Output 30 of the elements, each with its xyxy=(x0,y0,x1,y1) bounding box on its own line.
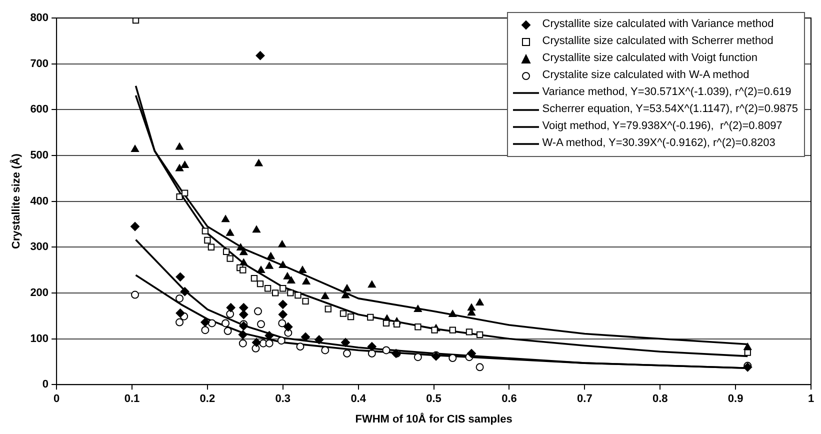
x-tick-label: 0.9 xyxy=(728,393,744,406)
x-tick-label: 0 xyxy=(53,393,60,406)
legend-label: Scherrer equation, Y=53.54X^(1.1147), r^(2)=0.9875 xyxy=(542,102,798,117)
legend-label: Crystalite size calculated with W-A method xyxy=(542,68,750,83)
y-tick-label: 700 xyxy=(30,58,49,70)
y-tick-label: 600 xyxy=(30,104,49,116)
y-tick-label: 500 xyxy=(30,150,49,162)
y-tick-label: 300 xyxy=(30,241,49,254)
legend-label: Crystallite size calculated with Variance method xyxy=(542,17,774,32)
x-tick-label: 0.4 xyxy=(350,393,367,406)
x-tick-label: 0.1 xyxy=(124,393,140,406)
x-tick-label: 0.6 xyxy=(502,393,517,406)
legend-label: Crystallite size calculated with Voigt function xyxy=(542,51,758,66)
x-tick-label: 0.5 xyxy=(426,393,442,406)
x-tick-label: 0.8 xyxy=(652,393,668,406)
legend-label: Voigt method, Y=79.938X^(-0.196), r^(2)=0.8097 xyxy=(542,119,782,134)
y-tick-label: 800 xyxy=(30,12,49,24)
y-tick-label: 100 xyxy=(30,332,49,345)
y-axis-title: Crystallite size (Å) xyxy=(10,153,23,249)
y-tick-label: 400 xyxy=(30,195,49,208)
legend-label: Variance method, Y=30.571X^(-1.039), r^(2)=0.619 xyxy=(542,85,792,100)
y-tick-label: 200 xyxy=(30,286,49,299)
x-tick-label: 0.7 xyxy=(577,393,592,406)
legend-label: Crystallite size calculated with Scherrer method xyxy=(542,34,774,49)
x-tick-label: 1 xyxy=(808,393,814,406)
x-tick-label: 0.3 xyxy=(275,393,291,406)
y-tick-label: 0 xyxy=(42,378,49,391)
legend-label: W-A method, Y=30.39X^(-0.9162), r^(2)=0.8203 xyxy=(542,136,776,151)
x-tick-label: 0.2 xyxy=(200,393,216,406)
x-axis-title: FWHM of 10Å for CIS samples xyxy=(355,412,512,426)
